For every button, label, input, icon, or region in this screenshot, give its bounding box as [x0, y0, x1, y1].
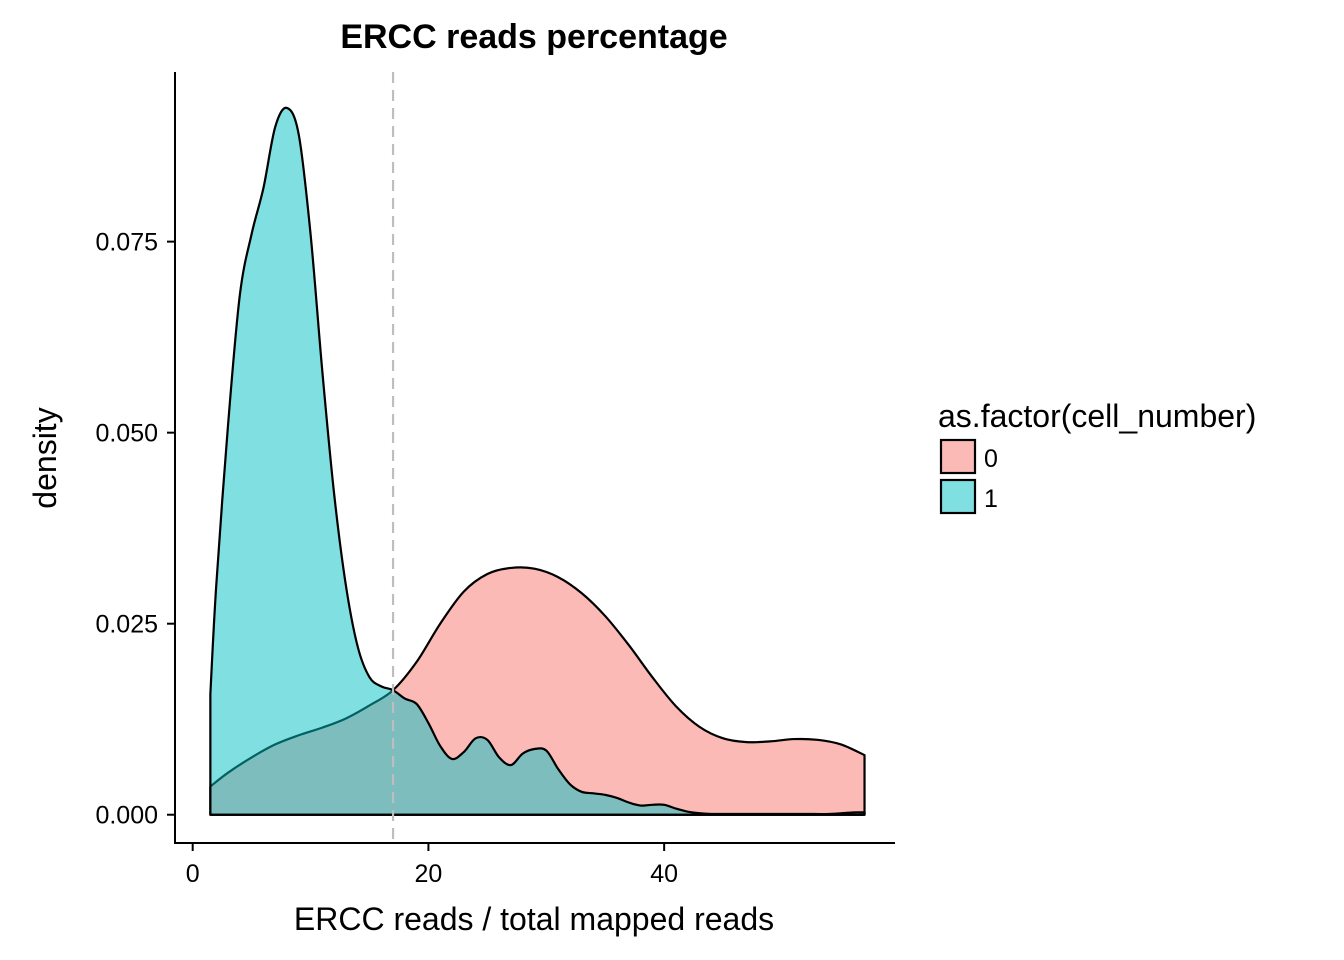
- x-tick-label: 20: [415, 860, 443, 888]
- y-axis-title: density: [27, 407, 63, 508]
- x-axis-title: ERCC reads / total mapped reads: [294, 901, 774, 937]
- y-tick-label: 0.000: [95, 802, 158, 830]
- chart-title: ERCC reads percentage: [340, 18, 727, 56]
- legend-label-1: 1: [984, 485, 998, 513]
- plot-area: [209, 72, 866, 843]
- x-tick-label: 0: [186, 860, 200, 888]
- y-tick-label: 0.050: [95, 420, 158, 448]
- axis-ticks: 0 20 40 0.000 0.025 0.050 0.075: [95, 229, 678, 888]
- legend-key-1: [939, 478, 977, 515]
- density-area-series-1: [209, 106, 866, 816]
- y-tick-label: 0.075: [95, 229, 158, 257]
- y-tick-label: 0.025: [95, 611, 158, 639]
- legend-title: as.factor(cell_number): [938, 398, 1256, 434]
- legend-label-0: 0: [984, 445, 998, 473]
- legend-key-0: [939, 438, 977, 475]
- legend: as.factor(cell_number) 0 1: [938, 398, 1256, 515]
- x-tick-label: 40: [650, 860, 678, 888]
